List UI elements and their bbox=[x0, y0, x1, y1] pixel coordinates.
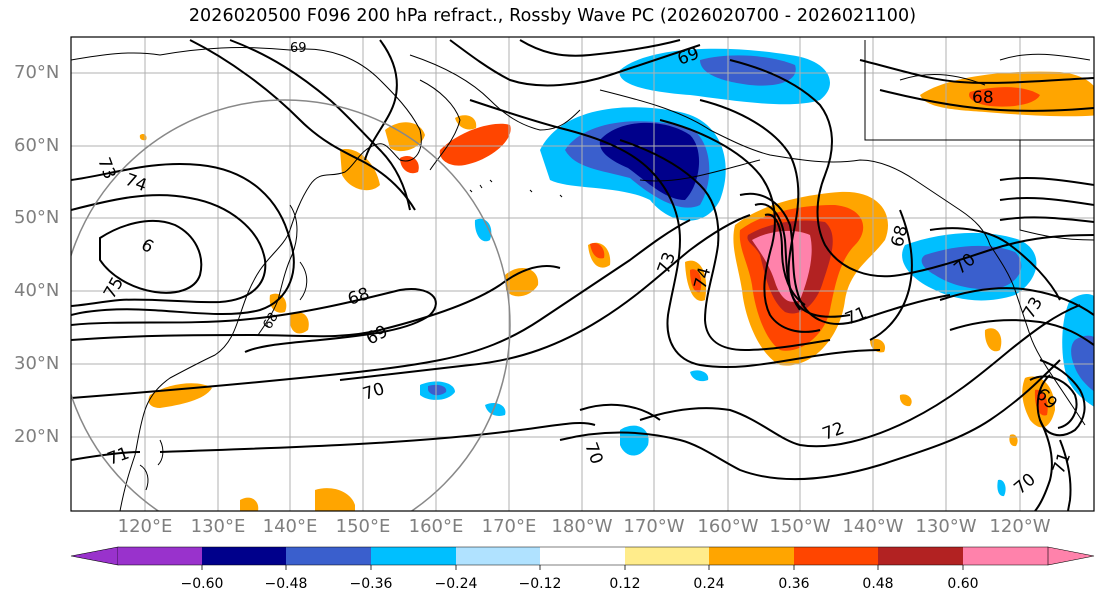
plot-frame bbox=[70, 36, 1095, 512]
negative-anomaly-region bbox=[474, 218, 492, 242]
positive-anomaly-region bbox=[870, 338, 886, 353]
contour-label: 69 bbox=[363, 322, 391, 350]
contour-label: 71 bbox=[842, 303, 870, 330]
contour-label: 68 bbox=[972, 88, 994, 108]
lat-label: 40°N bbox=[14, 280, 60, 301]
lon-label: 170°E bbox=[481, 516, 537, 537]
colorbar-bin bbox=[202, 547, 286, 565]
contour-label: 74 bbox=[691, 265, 716, 291]
lon-label: 160°E bbox=[408, 516, 464, 537]
colorbar-bin bbox=[625, 547, 709, 565]
filled-anomaly-layer bbox=[139, 48, 1094, 511]
positive-anomaly-region bbox=[1009, 434, 1018, 447]
contour-label: 68 bbox=[345, 284, 372, 310]
negative-anomaly-region bbox=[700, 55, 796, 86]
colorbar-overflow bbox=[1047, 546, 1095, 566]
negative-anomaly-region bbox=[690, 370, 709, 382]
positive-anomaly-region bbox=[148, 383, 212, 408]
colorbar-bin bbox=[794, 547, 878, 565]
positive-anomaly-region bbox=[590, 242, 605, 259]
figure-title: 2026020500 F096 200 hPa refract., Rossby… bbox=[188, 6, 917, 26]
colorbar-tick-label: −0.48 bbox=[264, 576, 308, 592]
colorbar-underflow bbox=[70, 546, 119, 566]
colorbar-bin bbox=[540, 547, 625, 565]
contour-label: 73 bbox=[1019, 294, 1047, 323]
contour-label: 70 bbox=[1010, 470, 1039, 499]
colorbar-tick-label: −0.60 bbox=[180, 576, 224, 592]
colorbar-tick-label: 0.60 bbox=[947, 576, 979, 592]
colorbar-tick-label: −0.36 bbox=[349, 576, 393, 592]
colorbar-bin bbox=[286, 547, 371, 565]
colorbar-bin bbox=[709, 547, 794, 565]
colorbar-bin bbox=[456, 547, 540, 565]
negative-anomaly-region bbox=[485, 403, 506, 416]
contour-label: 75 bbox=[100, 274, 128, 303]
colorbar-tick-label: −0.24 bbox=[434, 576, 478, 592]
contour-label: 71 bbox=[1049, 450, 1075, 477]
contour-label: 6 bbox=[138, 235, 157, 258]
colorbar-tick-label: 0.24 bbox=[693, 576, 725, 592]
lon-label: 120°E bbox=[117, 516, 173, 537]
lon-label: 160°W bbox=[697, 516, 759, 537]
lon-label: 150°W bbox=[769, 516, 831, 537]
positive-anomaly-region bbox=[400, 155, 419, 174]
negative-anomaly-region bbox=[921, 245, 1022, 290]
lat-label: 70°N bbox=[14, 62, 60, 83]
colorbar-tick-label: −0.12 bbox=[518, 576, 562, 592]
contour-label: 68 bbox=[260, 310, 281, 332]
positive-anomaly-region bbox=[899, 394, 912, 407]
contour-label: 70 bbox=[360, 379, 387, 405]
lon-label: 130°W bbox=[915, 516, 977, 537]
positive-anomaly-region bbox=[289, 312, 309, 334]
coastlines bbox=[71, 40, 1094, 511]
lat-label: 60°N bbox=[14, 135, 60, 156]
positive-anomaly-region bbox=[439, 123, 511, 166]
positive-anomaly-region bbox=[269, 293, 287, 313]
negative-anomaly-region bbox=[428, 384, 447, 396]
negative-anomaly-region bbox=[620, 425, 649, 456]
lon-label: 170°W bbox=[623, 516, 685, 537]
lon-label: 140°W bbox=[842, 516, 904, 537]
great-circle-ring bbox=[71, 99, 511, 511]
lon-label: 150°E bbox=[335, 516, 391, 537]
lat-label: 20°N bbox=[14, 426, 60, 447]
colorbar-bin bbox=[118, 547, 202, 565]
positive-anomaly-region bbox=[984, 328, 1002, 352]
negative-anomaly-region bbox=[997, 479, 1006, 497]
colorbar-bin bbox=[878, 547, 963, 565]
lon-label: 140°E bbox=[262, 516, 318, 537]
contour-label: 70 bbox=[580, 440, 606, 467]
positive-anomaly-region bbox=[455, 115, 477, 130]
positive-anomaly-region bbox=[969, 87, 1040, 107]
positive-anomaly-region bbox=[340, 149, 380, 191]
lon-label: 180°W bbox=[551, 516, 613, 537]
colorbar-tick-label: 0.36 bbox=[778, 576, 810, 592]
lon-label: 120°W bbox=[989, 516, 1051, 537]
colorbar-bin bbox=[371, 547, 456, 565]
lat-label: 30°N bbox=[14, 353, 60, 374]
positive-anomaly-region bbox=[315, 488, 355, 511]
negative-anomaly-region bbox=[1071, 335, 1094, 392]
contour-label: 69 bbox=[290, 41, 307, 56]
colorbar-tick-label: 0.12 bbox=[609, 576, 641, 592]
positive-anomaly-region bbox=[752, 230, 812, 302]
positive-anomaly-region bbox=[139, 133, 147, 141]
colorbar-tick-label: 0.48 bbox=[862, 576, 894, 592]
colorbar-bin bbox=[963, 547, 1048, 565]
lon-label: 130°E bbox=[190, 516, 246, 537]
positive-anomaly-region bbox=[240, 497, 259, 511]
contour-lines bbox=[71, 39, 1094, 511]
lat-label: 50°N bbox=[14, 207, 60, 228]
colorbar bbox=[70, 546, 1095, 570]
contour-label: 72 bbox=[820, 419, 847, 445]
positive-anomaly-region bbox=[690, 269, 702, 293]
